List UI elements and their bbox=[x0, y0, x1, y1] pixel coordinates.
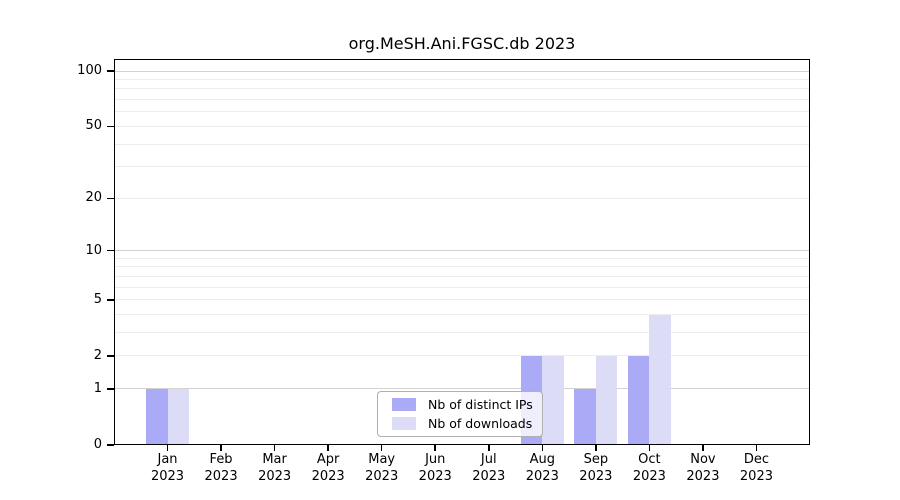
gridline-minor bbox=[114, 166, 810, 168]
bar-downloads bbox=[595, 355, 618, 445]
plot-area bbox=[114, 59, 810, 445]
y-tick-label: 10 bbox=[85, 242, 102, 258]
x-axis-tick bbox=[648, 445, 651, 451]
gridline-minor bbox=[114, 111, 810, 113]
gridline-minor bbox=[114, 286, 810, 288]
x-tick-label: Nov 2023 bbox=[686, 452, 720, 484]
legend-item-distinct-ips: Nb of distinct IPs bbox=[392, 397, 534, 412]
x-axis-tick bbox=[541, 445, 544, 451]
x-axis-tick bbox=[702, 445, 704, 451]
x-axis-tick bbox=[434, 445, 436, 451]
legend-swatch-distinct-ips-icon bbox=[392, 398, 416, 411]
gridline-minor bbox=[114, 275, 810, 277]
gridline-major bbox=[114, 388, 810, 390]
x-tick-label: Feb 2023 bbox=[204, 452, 238, 484]
legend-swatch-downloads-icon bbox=[392, 417, 416, 430]
legend-label-distinct-ips: Nb of distinct IPs bbox=[428, 397, 533, 412]
bar-downloads bbox=[167, 388, 190, 445]
x-axis-tick bbox=[595, 445, 597, 451]
x-tick-label: May 2023 bbox=[365, 452, 399, 484]
y-tick-label: 20 bbox=[85, 190, 102, 206]
gridline-minor bbox=[114, 143, 810, 145]
y-axis-tick bbox=[107, 355, 114, 357]
legend-label-downloads: Nb of downloads bbox=[428, 416, 533, 431]
gridline-minor bbox=[114, 355, 810, 357]
y-axis-tick bbox=[107, 249, 114, 252]
chart-title: org.MeSH.Ani.FGSC.db 2023 bbox=[348, 34, 576, 53]
x-tick-label: Dec 2023 bbox=[739, 452, 773, 484]
x-axis-tick bbox=[166, 445, 169, 451]
x-tick-label: Apr 2023 bbox=[311, 452, 345, 484]
x-tick-label: Jun 2023 bbox=[418, 452, 452, 484]
x-tick-label: Mar 2023 bbox=[258, 452, 292, 484]
y-axis-tick bbox=[107, 299, 114, 301]
gridline-major bbox=[114, 250, 810, 252]
legend: Nb of distinct IPs Nb of downloads bbox=[377, 391, 543, 437]
y-axis-tick bbox=[107, 444, 114, 446]
legend-item-downloads: Nb of downloads bbox=[392, 416, 534, 431]
x-tick-label: Sep 2023 bbox=[579, 452, 613, 484]
x-tick-label: Aug 2023 bbox=[525, 452, 559, 484]
x-axis-tick bbox=[755, 445, 758, 451]
gridline-minor bbox=[114, 266, 810, 268]
gridline-minor bbox=[114, 99, 810, 101]
bar-distinct-ips bbox=[627, 355, 650, 445]
y-tick-label: 2 bbox=[93, 347, 102, 363]
x-axis-tick bbox=[327, 445, 329, 451]
gridline-minor bbox=[114, 257, 810, 259]
y-tick-label: 100 bbox=[77, 63, 102, 78]
x-axis-tick bbox=[220, 445, 222, 451]
y-axis-tick bbox=[107, 197, 114, 200]
gridline-minor bbox=[114, 332, 810, 334]
bar-downloads bbox=[649, 314, 671, 445]
gridline-minor bbox=[114, 88, 810, 90]
gridline-minor bbox=[114, 197, 810, 199]
gridline-minor bbox=[114, 299, 810, 301]
gridline-minor bbox=[114, 125, 810, 127]
y-tick-label: 5 bbox=[93, 291, 102, 307]
gridline-minor bbox=[114, 314, 810, 316]
x-axis-tick bbox=[273, 445, 276, 451]
x-tick-label: Oct 2023 bbox=[632, 452, 666, 484]
y-axis-tick bbox=[107, 70, 114, 72]
bar-distinct-ips bbox=[146, 388, 168, 445]
x-axis-tick bbox=[488, 445, 490, 451]
y-axis-tick bbox=[107, 388, 114, 390]
y-tick-label: 1 bbox=[93, 380, 102, 396]
bar-downloads bbox=[542, 355, 564, 445]
x-tick-label: Jul 2023 bbox=[472, 452, 506, 484]
y-tick-label: 50 bbox=[85, 118, 102, 134]
x-axis-tick bbox=[380, 445, 383, 451]
gridline-major bbox=[114, 70, 810, 72]
bar-distinct-ips bbox=[574, 388, 596, 445]
x-tick-label: Jan 2023 bbox=[150, 452, 185, 484]
gridline-minor bbox=[114, 78, 810, 80]
y-tick-label: 0 bbox=[93, 437, 102, 452]
y-axis-tick bbox=[107, 125, 114, 128]
